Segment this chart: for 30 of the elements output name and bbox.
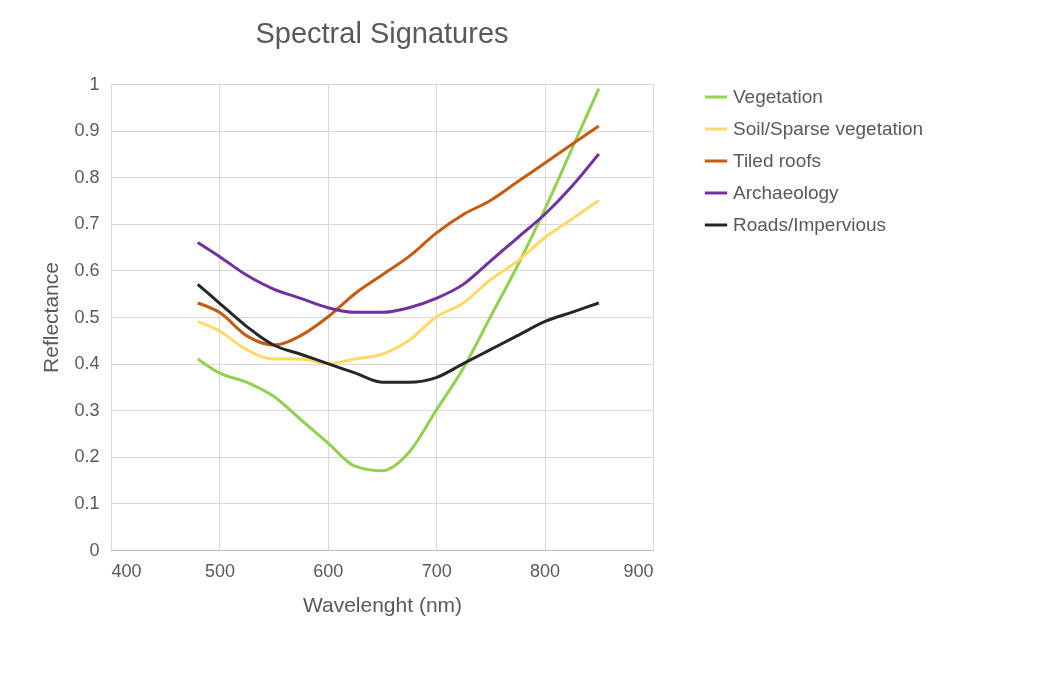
x-axis-title: Wavelenght (nm) [302, 592, 463, 616]
line-series [196, 124, 601, 347]
legend-label: Archaeology [733, 182, 840, 203]
y-tick-label: 0.2 [74, 446, 100, 467]
x-tick-label: 900 [623, 560, 654, 581]
y-tick-label: 0.8 [74, 166, 100, 187]
line-series [196, 282, 601, 384]
line-series [196, 199, 601, 366]
y-tick-label: 0.5 [74, 306, 100, 327]
x-tick-label: 400 [111, 560, 142, 581]
x-tick-label: 700 [421, 560, 452, 581]
legend-label: Roads/Impervious [733, 214, 887, 235]
x-tick-label: 600 [313, 560, 344, 581]
y-tick-label: 0 [89, 539, 100, 560]
y-axis-title: Reflectance [39, 262, 63, 373]
x-tick-label: 800 [530, 560, 561, 581]
y-tick-label: 0.1 [74, 492, 100, 513]
chart-title: Spectral Signatures [255, 17, 509, 49]
y-tick-label: 0.6 [74, 259, 100, 280]
y-tick-label: 1 [89, 73, 100, 94]
y-tick-label: 0.3 [74, 399, 100, 420]
legend-label: Vegetation [733, 86, 823, 107]
line-series [196, 152, 601, 314]
y-tick-label: 0.9 [74, 120, 100, 141]
legend-label: Soil/Sparse vegetation [733, 118, 924, 139]
y-tick-label: 0.4 [74, 353, 100, 374]
legend-label: Tiled roofs [733, 150, 821, 171]
x-tick-label: 500 [204, 560, 235, 581]
line-series [196, 87, 601, 473]
y-tick-label: 0.7 [74, 213, 100, 234]
